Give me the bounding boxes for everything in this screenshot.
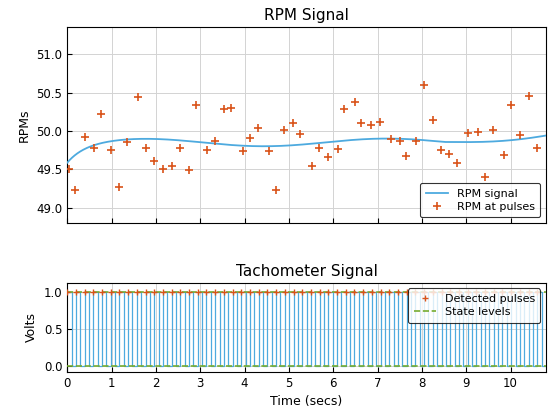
RPM signal	[543, 133, 549, 138]
Detected pulses	[64, 289, 71, 294]
Title: RPM Signal: RPM Signal	[264, 8, 349, 24]
Detected pulses	[525, 289, 532, 294]
RPM at pulses	[123, 139, 130, 144]
Line: Detected pulses: Detected pulses	[64, 289, 540, 295]
Detected pulses	[116, 289, 123, 294]
Line: RPM signal: RPM signal	[67, 136, 546, 163]
RPM at pulses	[247, 135, 254, 140]
Detected pulses	[151, 289, 157, 294]
RPM at pulses	[534, 146, 540, 151]
Detected pulses	[482, 289, 488, 294]
Detected pulses	[238, 289, 245, 294]
Detected pulses	[177, 289, 184, 294]
State levels	[108, 363, 115, 368]
RPM signal	[119, 137, 125, 142]
RPM signal	[482, 139, 488, 144]
RPM at pulses	[501, 152, 507, 157]
Line: RPM at pulses: RPM at pulses	[64, 81, 542, 194]
RPM at pulses	[72, 187, 79, 192]
Legend: RPM signal, RPM at pulses: RPM signal, RPM at pulses	[420, 183, 540, 218]
X-axis label: Time (secs): Time (secs)	[270, 395, 343, 408]
RPM signal	[268, 144, 275, 149]
Detected pulses	[534, 289, 540, 294]
RPM at pulses	[185, 168, 192, 173]
RPM signal	[64, 160, 71, 165]
RPM signal	[533, 134, 540, 139]
Y-axis label: Volts: Volts	[25, 312, 38, 342]
RPM at pulses	[66, 166, 72, 171]
RPM at pulses	[421, 82, 427, 87]
RPM signal	[248, 144, 254, 149]
Y-axis label: RPMs: RPMs	[18, 108, 31, 142]
State levels	[64, 363, 71, 368]
Title: Tachometer Signal: Tachometer Signal	[236, 264, 377, 279]
RPM at pulses	[160, 166, 166, 171]
Legend: Detected pulses, State levels: Detected pulses, State levels	[408, 288, 540, 323]
RPM signal	[147, 136, 153, 142]
RPM at pulses	[525, 94, 532, 99]
